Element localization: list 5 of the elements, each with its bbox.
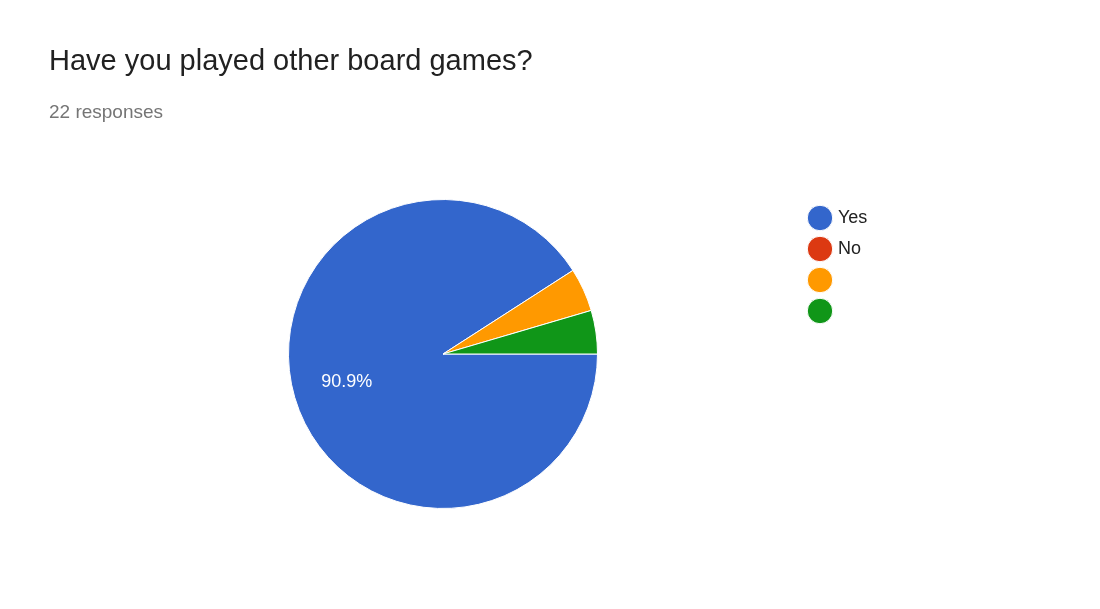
legend-label: No (838, 237, 862, 258)
text: 22 responses (49, 101, 164, 123)
legend-label: Yes (838, 206, 868, 227)
chart-title: Have you played other board games? (49, 44, 533, 77)
data-label: 90.9% (321, 371, 373, 392)
